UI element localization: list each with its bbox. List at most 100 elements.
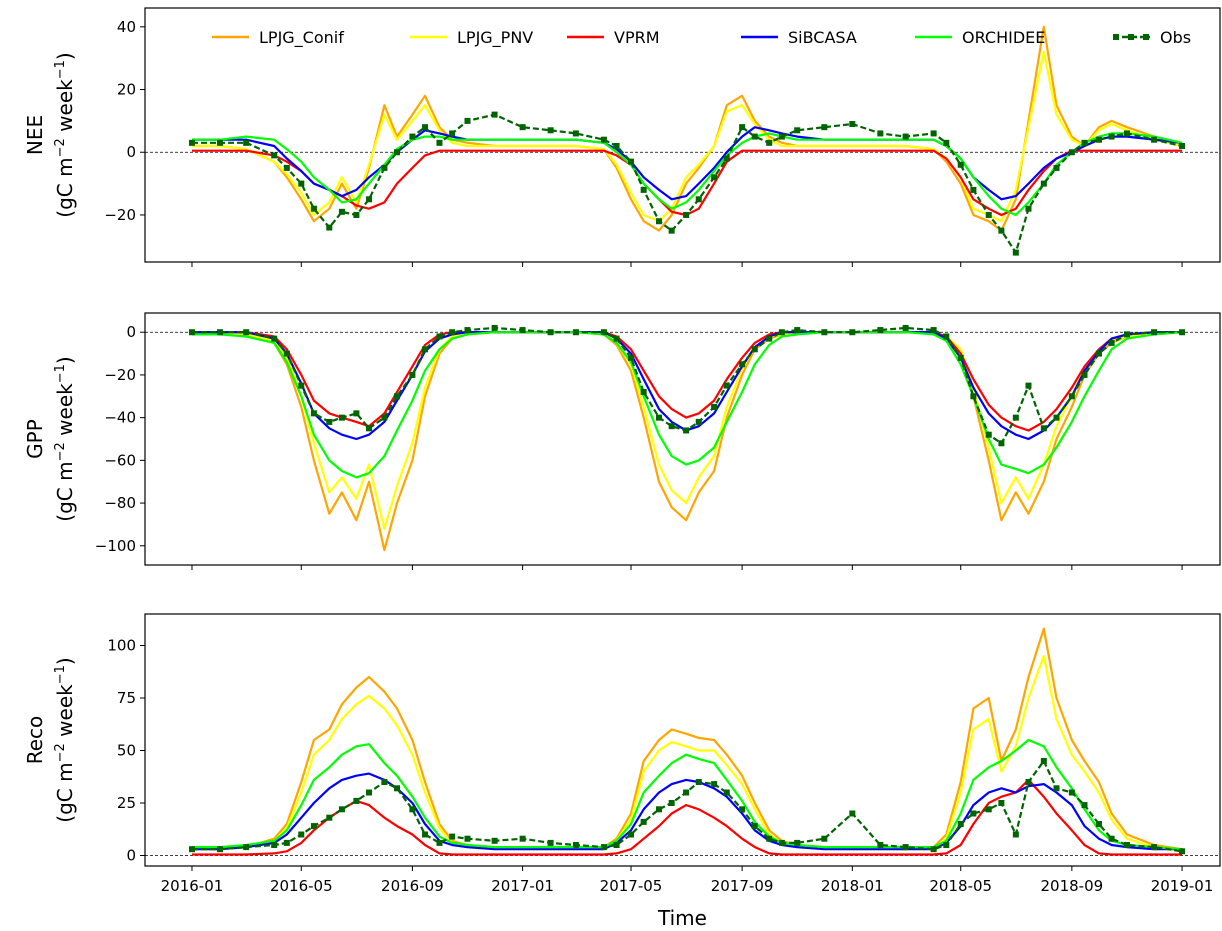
- nee-obs-point: [449, 130, 456, 137]
- nee-obs-point: [1095, 136, 1102, 143]
- x-tick-label: 2016-09: [381, 877, 444, 895]
- gpp-obs-point: [243, 329, 250, 336]
- reco-unit-part2: week: [53, 684, 77, 743]
- reco-obs-point: [1053, 785, 1060, 792]
- gpp-series-lpjg-pnv: [192, 331, 1183, 530]
- nee-obs-point: [930, 130, 937, 137]
- gpp-obs-point: [640, 389, 647, 396]
- nee-obs-point: [656, 218, 663, 225]
- reco-obs-point: [1040, 758, 1047, 764]
- nee-y-axis-label: NEE: [23, 115, 47, 155]
- reco-obs-point: [381, 779, 388, 785]
- reco-obs-point: [600, 844, 607, 851]
- legend-label-vprm: VPRM: [614, 28, 660, 47]
- nee-unit-sup1: −2: [53, 138, 68, 157]
- reco-obs-point: [298, 831, 305, 838]
- reco-series-lpjg-conif: [192, 627, 1183, 851]
- reco-unit-sup2: −1: [53, 665, 68, 684]
- reco-unit-part1: (gC m: [53, 762, 77, 822]
- gpp-obs-point: [381, 414, 388, 421]
- reco-obs-point: [902, 844, 909, 851]
- x-tick-label: 2019-01: [1151, 877, 1214, 895]
- nee-unit-part3: ): [53, 52, 77, 60]
- gpp-obs-point: [464, 327, 471, 334]
- gpp-y-tick-label: −20: [104, 366, 136, 384]
- gpp-obs-point: [394, 393, 401, 400]
- nee-y-tick-label: 0: [126, 143, 136, 161]
- nee-obs-point: [1081, 139, 1088, 146]
- gpp-obs-point: [613, 335, 620, 342]
- reco-y-tick-label: 75: [117, 689, 136, 707]
- reco-obs-point: [1095, 821, 1102, 827]
- reco-obs-point: [1179, 848, 1186, 855]
- gpp-obs-point: [1108, 339, 1115, 346]
- gpp-obs-point: [794, 327, 801, 334]
- gpp-obs-point: [957, 354, 964, 361]
- reco-obs-point: [449, 833, 456, 840]
- gpp-obs-point: [310, 410, 317, 417]
- reco-y-axis-unit: (gC m−2 week−1): [53, 657, 77, 822]
- reco-obs-point: [683, 789, 690, 796]
- gpp-obs-point: [821, 329, 828, 336]
- nee-obs-point: [970, 186, 977, 193]
- gpp-obs-point: [668, 423, 675, 430]
- reco-x-ticks: 2016-01 2016-05 2016-09 2017-01 2017-05 2017-…: [161, 866, 1214, 895]
- gpp-obs-point: [930, 327, 937, 334]
- nee-obs-point: [877, 130, 884, 137]
- gpp-obs-point: [216, 329, 223, 336]
- reco-y-tick-label: 25: [117, 794, 136, 812]
- reco-obs-point: [1081, 802, 1088, 809]
- gpp-obs-point: [1025, 382, 1032, 389]
- reco-obs-point: [656, 806, 663, 813]
- nee-obs-point: [794, 127, 801, 134]
- reco-obs-point: [930, 846, 937, 853]
- gpp-obs-point: [1179, 329, 1186, 336]
- legend-label-lpjg-pnv: LPJG_PNV: [457, 28, 533, 48]
- nee-obs-point: [1040, 180, 1047, 187]
- reco-obs-point: [640, 818, 647, 825]
- reco-y-tick-label: 50: [117, 742, 136, 760]
- nee-unit-sup2: −1: [53, 60, 68, 79]
- reco-series: [188, 627, 1186, 856]
- nee-obs-point: [353, 211, 360, 218]
- gpp-obs-point: [600, 329, 607, 336]
- x-tick-label: 2018-09: [1041, 877, 1104, 895]
- legend: LPJG_Conif LPJG_PNV VPRM SiBCASA ORCHIDEE Obs: [212, 28, 1191, 48]
- gpp-obs-point: [985, 431, 992, 438]
- nee-obs-point: [1053, 164, 1060, 171]
- nee-obs-point: [338, 208, 345, 215]
- x-tick-label: 2017-05: [600, 877, 663, 895]
- nee-obs-point: [519, 124, 526, 131]
- reco-obs-point: [353, 797, 360, 804]
- gpp-unit-part1: (gC m: [53, 461, 77, 521]
- gpp-y-tick-label: −40: [104, 409, 136, 427]
- legend-marker-obs: [1128, 34, 1134, 40]
- x-axis-label: Time: [657, 906, 707, 930]
- reco-plot-frame: [144, 613, 1221, 867]
- reco-series-sibcasa: [192, 772, 1183, 851]
- reco-obs-point: [243, 844, 250, 851]
- gpp-obs-point: [366, 425, 373, 432]
- gpp-obs-point: [683, 427, 690, 434]
- gpp-obs-point: [188, 329, 195, 336]
- gpp-obs-point: [1040, 425, 1047, 432]
- x-tick-label: 2017-09: [711, 877, 774, 895]
- reco-y-axis-label: Reco: [23, 716, 47, 765]
- nee-obs-point: [998, 227, 1005, 234]
- nee-obs-point: [711, 174, 718, 181]
- gpp-obs-point: [751, 346, 758, 353]
- reco-obs-point: [794, 839, 801, 846]
- nee-series-sibcasa: [192, 126, 1183, 201]
- reco-obs-point: [943, 842, 950, 848]
- reco-obs-point: [310, 823, 317, 830]
- nee-obs-point: [1151, 136, 1158, 143]
- nee-series-obs: [192, 113, 1183, 254]
- reco-obs-point: [957, 821, 964, 827]
- panel-gpp: −100 −80 −60 −40 −20 0 GPP (gC m−2 week−1): [23, 312, 1221, 570]
- legend-label-lpjg-conif: LPJG_Conif: [259, 28, 344, 48]
- nee-obs-point: [778, 133, 785, 140]
- gpp-series-obs: [192, 326, 1183, 445]
- reco-obs-point: [1108, 835, 1115, 842]
- gpp-y-tick-label: −100: [95, 537, 136, 555]
